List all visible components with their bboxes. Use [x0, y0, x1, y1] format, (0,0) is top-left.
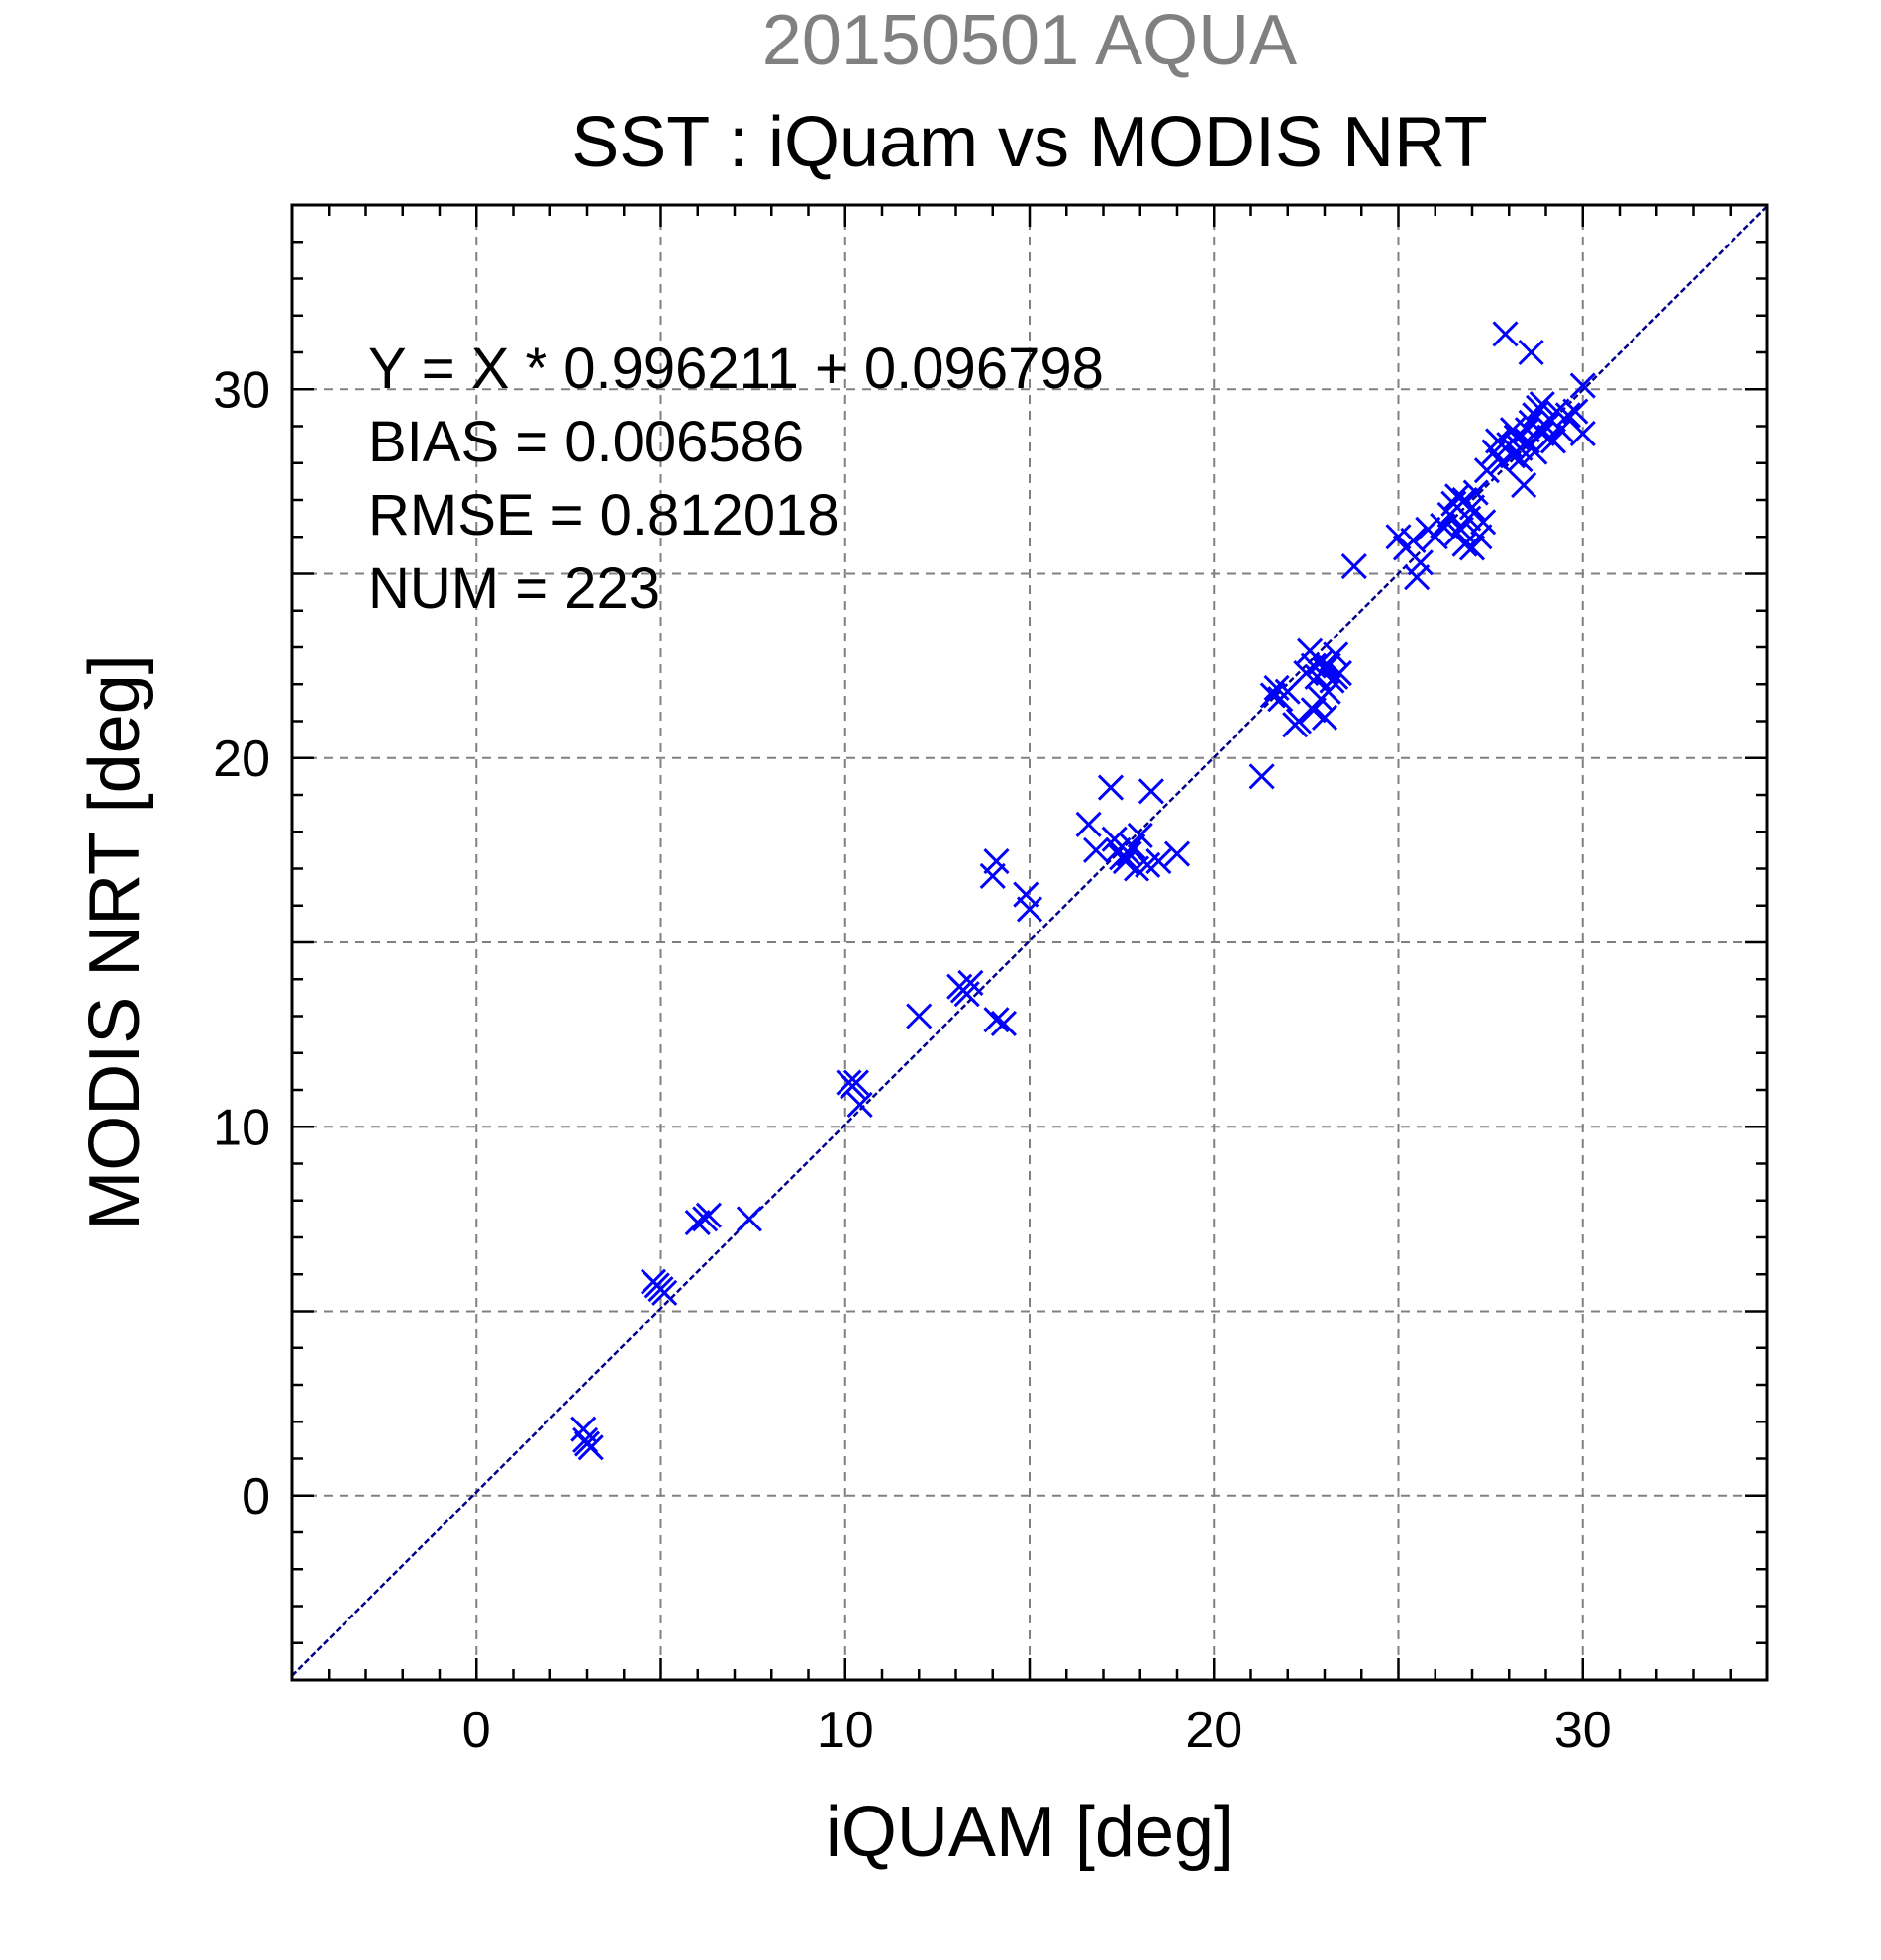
axis-ticks: [290, 203, 1769, 1682]
data-point: [1499, 417, 1527, 443]
data-point: [692, 1206, 719, 1232]
data-point: [1451, 486, 1478, 514]
data-point: [1127, 822, 1153, 849]
y-tick-label: 30: [213, 361, 270, 419]
data-point: [1473, 457, 1500, 484]
data-point: [979, 862, 1006, 890]
data-point: [1116, 840, 1142, 867]
data-point: [1013, 881, 1040, 908]
data-point: [949, 977, 977, 1004]
y-tick-label: 20: [213, 731, 270, 788]
data-point: [1259, 682, 1286, 709]
x-tick-label: 0: [462, 1702, 491, 1759]
data-point: [572, 1426, 599, 1453]
data-point: [1470, 509, 1497, 536]
data-point: [1315, 652, 1341, 679]
y-tick-label: 10: [213, 1099, 270, 1156]
data-point: [1311, 704, 1338, 731]
data-point: [906, 1003, 933, 1029]
data-point: [1082, 836, 1110, 863]
y-tick-label: 0: [242, 1468, 270, 1525]
data-point: [1458, 535, 1486, 561]
data-point: [644, 1272, 670, 1299]
data-points: [570, 321, 1596, 1461]
y-axis-label: MODIS NRT [deg]: [75, 654, 154, 1230]
data-point: [1492, 321, 1519, 347]
data-point: [1112, 847, 1138, 875]
x-tick-label: 30: [1554, 1702, 1612, 1759]
bias-stat: BIAS = 0.006586: [368, 410, 804, 474]
data-point: [1511, 472, 1537, 499]
data-point: [1422, 524, 1448, 550]
data-point: [1451, 531, 1478, 557]
data-point: [1485, 428, 1512, 454]
data-point: [1323, 663, 1349, 690]
data-point: [1466, 524, 1493, 550]
data-point: [1016, 896, 1043, 923]
rmse-stat: RMSE = 0.812018: [368, 483, 840, 547]
plot-frame: [290, 203, 1769, 1682]
data-point: [1145, 847, 1172, 875]
data-point: [1285, 708, 1312, 735]
data-point: [1120, 833, 1146, 860]
data-point: [1507, 445, 1534, 473]
stats-box: Y = X * 0.996211 + 0.096798 BIAS = 0.006…: [368, 337, 1104, 621]
data-point: [1297, 637, 1324, 664]
data-point: [1404, 564, 1431, 591]
data-point: [1248, 763, 1275, 790]
data-point: [1407, 549, 1434, 576]
data-point: [1562, 398, 1589, 425]
data-point: [842, 1069, 869, 1096]
data-point: [990, 1010, 1017, 1037]
data-point: [983, 1007, 1010, 1033]
data-point: [1075, 811, 1102, 837]
data-point: [1536, 424, 1563, 450]
data-point: [846, 1091, 873, 1118]
grid-lines: [292, 205, 1767, 1680]
fit-equation: Y = X * 0.996211 + 0.096798: [368, 337, 1104, 401]
data-point: [1569, 420, 1596, 447]
data-point: [684, 1210, 711, 1236]
data-point: [1300, 697, 1327, 724]
data-point: [1138, 778, 1164, 805]
chart-supertitle: 20150501 AQUA: [762, 1, 1297, 80]
num-stat: NUM = 223: [368, 556, 660, 621]
data-point: [1400, 527, 1427, 554]
x-axis-label: iQUAM [deg]: [826, 1793, 1234, 1872]
data-point: [1340, 552, 1367, 580]
data-point: [736, 1206, 762, 1232]
data-point: [1569, 372, 1596, 399]
tick-labels: 0 10 20 30 0 10 20 30: [213, 361, 1612, 1759]
data-point: [1163, 840, 1191, 867]
data-point: [1529, 391, 1555, 418]
data-point: [1462, 479, 1489, 506]
chart-title: SST : iQuam vs MODIS NRT: [571, 103, 1488, 182]
data-point: [1547, 417, 1574, 443]
data-point: [1518, 339, 1544, 366]
data-point: [983, 847, 1010, 875]
data-point: [1385, 524, 1412, 550]
x-tick-label: 10: [817, 1702, 874, 1759]
x-tick-label: 20: [1185, 1702, 1242, 1759]
data-point: [1097, 774, 1125, 801]
data-point: [570, 1416, 597, 1442]
data-point: [1514, 428, 1540, 454]
data-point: [1554, 402, 1581, 429]
